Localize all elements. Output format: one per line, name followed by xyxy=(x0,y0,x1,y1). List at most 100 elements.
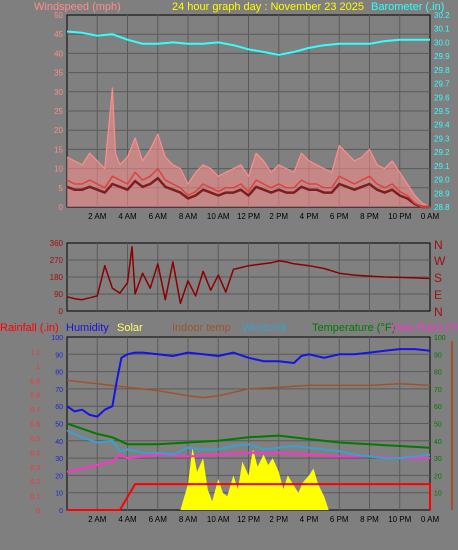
baro-y-tick-29.2: 29.2 xyxy=(434,148,450,157)
indoor-temp-line xyxy=(66,379,431,399)
wind-gust-line xyxy=(66,87,431,208)
wind-y-tick-10: 10 xyxy=(54,165,63,174)
direction-y-tick-270: 270 xyxy=(50,256,64,265)
legend-windchill: Windchill xyxy=(242,322,286,334)
wind-x-tick-7: 4 PM xyxy=(300,212,319,221)
windspeed-axis-title: Windspeed (mph) xyxy=(34,1,121,13)
humidity-y-tick-40: 40 xyxy=(55,439,63,446)
wind-x-tick-8: 6 PM xyxy=(330,212,349,221)
humidity-y-tick-80: 80 xyxy=(55,370,63,377)
wind-x-tick-5: 12 PM xyxy=(237,212,260,221)
temperature-y-tick-80: 80 xyxy=(434,370,442,377)
baro-y-tick-29.6: 29.6 xyxy=(434,93,450,102)
wind-x-tick-1: 4 AM xyxy=(118,212,137,221)
legend-solar: Solar xyxy=(117,322,143,334)
temperature-y-tick-10: 10 xyxy=(434,491,442,498)
baro-y-tick-29: 29.0 xyxy=(434,176,450,185)
baro-y-tick-28.8: 28.8 xyxy=(434,203,450,212)
wind-y-tick-20: 20 xyxy=(54,126,63,135)
temperature-y-tick-20: 20 xyxy=(434,473,442,480)
wind-y-tick-5: 5 xyxy=(59,184,64,193)
env-x-tick-4: 10 AM xyxy=(207,515,230,524)
temperature-y-tick-60: 60 xyxy=(434,404,442,411)
rain-y-tick-0.2: 0.2 xyxy=(30,479,40,486)
baro-y-tick-30: 30.0 xyxy=(434,38,450,47)
wind-y-tick-15: 15 xyxy=(54,145,63,154)
chart-drawing-layer: 0510152025303540455028.828.929.029.129.2… xyxy=(30,11,453,524)
rain-y-tick-1: 1 xyxy=(36,364,40,371)
env-x-tick-7: 4 PM xyxy=(300,515,319,524)
temperature-y-tick-90: 90 xyxy=(434,352,442,359)
env-x-tick-6: 2 PM xyxy=(269,515,288,524)
legend-temperature: Temperature (°F) xyxy=(312,322,395,334)
wind-y-tick-0: 0 xyxy=(59,203,64,212)
humidity-y-tick-70: 70 xyxy=(55,387,63,394)
wind-x-tick-10: 10 PM xyxy=(388,212,411,221)
humidity-y-tick-100: 100 xyxy=(51,335,63,342)
env-x-tick-3: 8 AM xyxy=(179,515,198,524)
wind-y-tick-40: 40 xyxy=(54,49,63,58)
direction-y-tick-360: 360 xyxy=(50,239,64,248)
baro-y-tick-29.9: 29.9 xyxy=(434,52,450,61)
temperature-y-tick-40: 40 xyxy=(434,439,442,446)
direction-label-n-top: N xyxy=(434,238,443,252)
rain-y-tick-0.8: 0.8 xyxy=(30,393,40,400)
wind-y-tick-25: 25 xyxy=(54,107,63,116)
baro-y-tick-29.3: 29.3 xyxy=(434,134,450,143)
temperature-y-tick-30: 30 xyxy=(434,456,442,463)
env-x-tick-10: 10 PM xyxy=(388,515,411,524)
wind-y-tick-45: 45 xyxy=(54,30,63,39)
rain-y-tick-0.4: 0.4 xyxy=(30,450,40,457)
wind-y-tick-50: 50 xyxy=(54,11,63,20)
env-x-tick-9: 8 PM xyxy=(360,515,379,524)
rain-y-tick-0.1: 0.1 xyxy=(30,494,40,501)
humidity-y-tick-30: 30 xyxy=(55,456,63,463)
legend-dew-point: Dew Point (°F xyxy=(392,322,458,334)
rain-y-tick-0: 0 xyxy=(36,508,40,515)
baro-y-tick-29.7: 29.7 xyxy=(434,80,450,89)
env-x-tick-0: 2 AM xyxy=(88,515,107,524)
barometer-line xyxy=(66,30,430,56)
env-x-tick-8: 6 PM xyxy=(330,515,349,524)
baro-y-tick-29.5: 29.5 xyxy=(434,107,450,116)
direction-y-tick-90: 90 xyxy=(54,290,63,299)
direction-label-e: E xyxy=(434,288,442,302)
legend-humidity: Humidity xyxy=(66,322,109,334)
rainfall-line xyxy=(67,483,431,511)
rain-y-tick-1.1: 1.1 xyxy=(30,349,40,356)
rain-y-tick-0.6: 0.6 xyxy=(30,422,40,429)
legend-indoor-temp: Indoor temp xyxy=(172,322,231,334)
wind-y-tick-30: 30 xyxy=(54,88,63,97)
wind-x-tick-3: 8 AM xyxy=(179,212,198,221)
humidity-line xyxy=(66,348,431,418)
barometer-axis-title: Barometer (.in) xyxy=(371,1,444,13)
baro-y-tick-30.2: 30.2 xyxy=(434,11,450,20)
wind-x-tick-11: 0 AM xyxy=(421,212,440,221)
baro-y-tick-28.9: 28.9 xyxy=(434,189,450,198)
humidity-y-tick-60: 60 xyxy=(55,404,63,411)
rain-y-tick-0.9: 0.9 xyxy=(30,378,40,385)
wind-x-tick-2: 6 AM xyxy=(149,212,168,221)
humidity-y-tick-20: 20 xyxy=(55,473,63,480)
temperature-y-tick-50: 50 xyxy=(434,422,442,429)
direction-compass-labels: N W S E N xyxy=(434,238,446,319)
baro-y-tick-30.1: 30.1 xyxy=(434,25,450,34)
wind-y-tick-35: 35 xyxy=(54,69,63,78)
wind-x-tick-9: 8 PM xyxy=(360,212,379,221)
baro-y-tick-29.8: 29.8 xyxy=(434,66,450,75)
windchill-line xyxy=(66,429,431,460)
env-x-tick-11: 0 AM xyxy=(421,515,440,524)
env-x-tick-5: 12 PM xyxy=(237,515,260,524)
wind-avg-line xyxy=(66,167,430,208)
direction-label-w: W xyxy=(434,254,446,268)
direction-label-n-bottom: N xyxy=(434,305,443,319)
solar-area xyxy=(67,447,430,510)
direction-y-tick-180: 180 xyxy=(50,273,64,282)
direction-label-s: S xyxy=(434,271,442,285)
legend-rainfall: Rainfall (.in) xyxy=(0,322,59,334)
temperature-y-tick-70: 70 xyxy=(434,387,442,394)
baro-y-tick-29.1: 29.1 xyxy=(434,162,450,171)
env-x-tick-2: 6 AM xyxy=(149,515,168,524)
